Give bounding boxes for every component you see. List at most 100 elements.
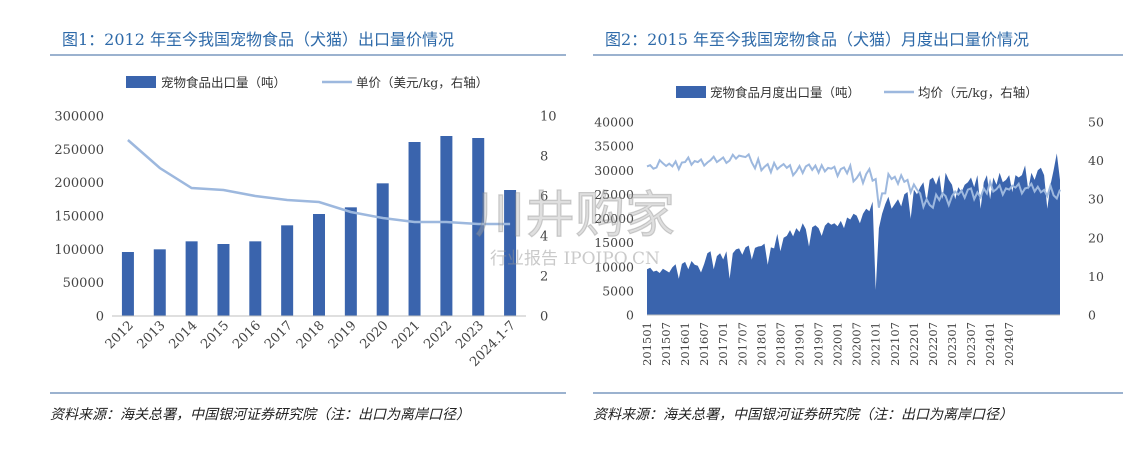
left-y-tick: 50000: [63, 276, 104, 291]
left-chart-svg: 宠物食品出口量（吨） 单价（美元/kg，右轴） 0 50000 100000 1500…: [54, 75, 557, 370]
left-bar: [121, 252, 134, 316]
left-x-tick: 2014: [166, 318, 200, 352]
left-bar: [281, 225, 294, 316]
right-y-tick: 25000: [594, 187, 634, 202]
left-bar: [185, 241, 198, 316]
left-y2-tick: 0: [540, 310, 548, 325]
right-y2-tick: 40: [1088, 153, 1104, 168]
left-x-tick: 2017: [262, 318, 296, 352]
left-bottom-rule: [50, 392, 566, 394]
right-y2-tick: 50: [1088, 115, 1104, 130]
right-y2-tick: 10: [1088, 269, 1104, 284]
left-bar: [440, 136, 453, 316]
right-x-tick: 202207: [926, 322, 940, 366]
right-x-tick: 202001: [831, 322, 845, 366]
left-x-tick: 2016: [230, 318, 264, 352]
left-y2-tick: 8: [540, 150, 548, 165]
left-x-tick: 2019: [326, 318, 360, 352]
left-chart-title: 图1：2012 年至今我国宠物食品（犬猫）出口量价情况: [62, 30, 454, 49]
left-x-tick: 2020: [358, 318, 392, 352]
left-y2-axis: 0 2 4 6 8 10: [540, 110, 557, 325]
right-y-tick: 35000: [594, 139, 634, 154]
left-y2-tick: 10: [540, 110, 557, 125]
right-x-tick: 201501: [640, 322, 654, 366]
right-x-tick: 201707: [735, 322, 749, 366]
left-y2-tick: 4: [540, 230, 548, 245]
left-bar: [504, 190, 517, 316]
left-bar: [249, 241, 262, 316]
left-y-tick: 100000: [54, 243, 104, 258]
right-x-tick: 201801: [754, 322, 768, 366]
left-chart-panel: 图1：2012 年至今我国宠物食品（犬猫）出口量价情况 宠物食品出口量（吨） 单…: [50, 30, 566, 423]
left-bar: [313, 214, 325, 316]
left-y-tick: 250000: [54, 143, 104, 158]
right-x-tick: 202101: [869, 322, 883, 366]
left-source-note: 资料来源：海关总署，中国银河证券研究院（注：出口为离岸口径）: [50, 407, 470, 423]
left-bar: [408, 142, 421, 316]
right-y-tick: 10000: [594, 259, 634, 274]
right-y-tick: 5000: [602, 283, 634, 298]
left-bar: [472, 138, 485, 316]
left-y-tick: 150000: [54, 210, 104, 225]
left-legend-line-label: 单价（美元/kg，右轴）: [356, 75, 488, 90]
left-y-axis: 0 50000 100000 150000 200000 250000 300000: [54, 110, 104, 325]
right-y-tick: 20000: [594, 211, 634, 226]
right-source-note: 资料来源：海关总署，中国银河证券研究院（注：出口为离岸口径）: [593, 407, 1013, 423]
right-x-tick: 202407: [1002, 322, 1016, 366]
right-legend-area-label: 宠物食品月度出口量（吨）: [710, 85, 860, 100]
right-top-rule: [593, 54, 1123, 56]
right-y2-axis: 0 10 20 30 40 50: [1088, 115, 1104, 323]
right-x-tick: 201601: [678, 322, 692, 366]
left-y-tick: 300000: [54, 110, 104, 125]
left-x-tick: 2018: [294, 318, 328, 352]
left-price-line: [127, 139, 511, 226]
right-legend: 宠物食品月度出口量（吨） 均价（元/kg，右轴）: [676, 85, 1038, 100]
left-legend-bar-swatch: [126, 76, 156, 88]
left-y-tick: 200000: [54, 176, 104, 191]
left-x-axis: 2012201320142015201620172018201920202021…: [103, 318, 519, 370]
right-x-tick: 201701: [716, 322, 730, 366]
right-x-tick: 201507: [659, 322, 673, 366]
left-x-tick: 2021: [389, 318, 423, 352]
left-x-tick: 2013: [135, 318, 169, 352]
right-x-tick: 202401: [983, 322, 997, 366]
right-x-tick: 202107: [888, 322, 902, 366]
right-chart-svg: 宠物食品月度出口量（吨） 均价（元/kg，右轴） 0 5000 10000 15000…: [594, 85, 1104, 366]
right-chart-title: 图2：2015 年至今我国宠物食品（犬猫）月度出口量价情况: [605, 30, 1029, 49]
right-legend-line-label: 均价（元/kg，右轴）: [918, 85, 1038, 100]
left-legend: 宠物食品出口量（吨） 单价（美元/kg，右轴）: [126, 75, 488, 90]
left-x-tick: 2022: [421, 318, 455, 352]
right-price-line: [646, 152, 1061, 211]
left-bar: [376, 183, 389, 316]
right-y2-tick: 30: [1088, 192, 1104, 207]
right-x-tick: 201607: [697, 322, 711, 366]
right-y2-tick: 0: [1088, 308, 1096, 323]
right-chart-panel: 图2：2015 年至今我国宠物食品（犬猫）月度出口量价情况 宠物食品月度出口量（…: [571, 0, 1142, 458]
right-x-tick: 202201: [907, 322, 921, 366]
right-x-tick: 202307: [964, 322, 978, 366]
left-bar: [344, 207, 357, 316]
right-bottom-rule: [593, 392, 1123, 394]
left-top-rule: [50, 54, 566, 56]
right-x-tick: 202007: [850, 322, 864, 366]
left-bars: [121, 136, 517, 316]
right-x-tick: 202301: [945, 322, 959, 366]
right-x-tick: 201807: [773, 322, 787, 366]
left-legend-bar-label: 宠物食品出口量（吨）: [161, 75, 286, 90]
left-x-tick: 2015: [198, 318, 232, 352]
right-y-axis: 0 5000 10000 15000 20000 25000 30000 35000 40000: [594, 115, 634, 323]
left-bar: [217, 244, 230, 316]
left-y2-tick: 2: [540, 270, 548, 285]
right-x-tick: 201901: [792, 322, 806, 366]
right-y-tick: 40000: [594, 115, 634, 130]
right-x-tick: 201907: [812, 322, 826, 366]
right-y-tick: 30000: [594, 163, 634, 178]
left-bar: [153, 249, 166, 316]
right-y-tick: 0: [626, 308, 634, 323]
left-x-tick: 2012: [103, 318, 137, 352]
right-y2-tick: 20: [1088, 230, 1104, 245]
left-y2-tick: 6: [540, 190, 548, 205]
right-y-tick: 15000: [594, 235, 634, 250]
left-y-tick: 0: [96, 310, 104, 325]
right-legend-area-swatch: [676, 86, 706, 98]
